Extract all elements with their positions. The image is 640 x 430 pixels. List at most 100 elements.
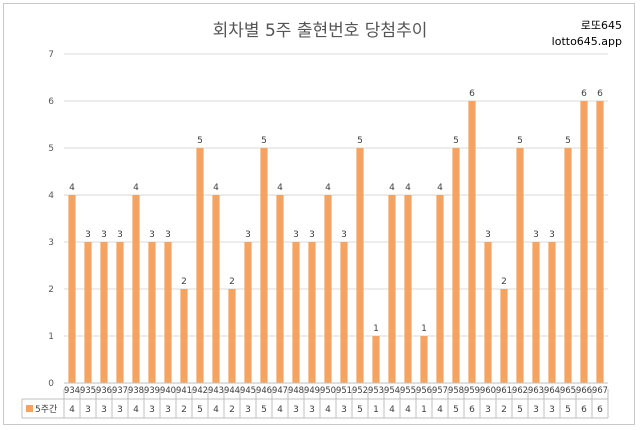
x-axis: 934 935 936 937 938 939 940 941 942 943 944 945 946 9… <box>64 386 608 396</box>
brand-label: 로또645 lotto645.app <box>552 18 622 50</box>
data-label: 6 <box>469 89 475 99</box>
bar <box>516 148 524 383</box>
x-tick-label: 964 <box>544 386 560 396</box>
y-tick-label: 7 <box>48 50 54 60</box>
x-tick-label: 955 <box>400 386 416 396</box>
bar <box>132 195 140 383</box>
table-value: 3 <box>149 405 155 415</box>
data-label: 4 <box>133 183 139 193</box>
bar <box>388 195 396 383</box>
table-value: 3 <box>485 405 491 415</box>
bar <box>372 336 380 383</box>
table-value: 4 <box>133 405 139 415</box>
table-value: 5 <box>261 405 267 415</box>
x-tick-label: 967 <box>592 386 608 396</box>
bar <box>148 242 156 383</box>
bar <box>404 195 412 383</box>
data-label: 2 <box>229 277 235 287</box>
x-tick-label: 965 <box>560 386 576 396</box>
data-label: 1 <box>421 324 427 334</box>
table-value: 3 <box>245 405 251 415</box>
x-tick-label: 940 <box>160 386 176 396</box>
bars <box>68 101 604 383</box>
table-value: 3 <box>165 405 171 415</box>
table-value: 3 <box>533 405 539 415</box>
table-value: 3 <box>341 405 347 415</box>
chart-frame <box>3 3 635 425</box>
table-value: 4 <box>325 405 331 415</box>
table-value: 6 <box>597 405 603 415</box>
table-value: 1 <box>373 405 379 415</box>
data-label: 4 <box>437 183 443 193</box>
data-label: 4 <box>389 183 395 193</box>
x-tick-label: 963 <box>528 386 544 396</box>
data-label: 5 <box>517 136 523 146</box>
data-label: 3 <box>341 230 347 240</box>
data-table: 5주간 4 3 3 3 4 3 3 2 5 4 2 3 5 4 3 3 4 3 5 1 4 4 1 4 5 6 3 2 5 3 3 5 6 6 <box>21 389 609 419</box>
data-label: 3 <box>309 230 315 240</box>
table-value: 3 <box>85 405 91 415</box>
table-value: 5 <box>453 405 459 415</box>
x-tick-label: 938 <box>128 386 144 396</box>
data-label: 4 <box>69 183 75 193</box>
table-value: 3 <box>101 405 107 415</box>
y-tick-label: 1 <box>48 332 54 342</box>
bar <box>468 101 476 383</box>
x-tick-label: 952 <box>352 386 368 396</box>
data-label: 3 <box>101 230 107 240</box>
bar <box>596 101 604 383</box>
data-label: 5 <box>197 136 203 146</box>
data-label: 1 <box>373 324 379 334</box>
x-tick-label: 962 <box>512 386 528 396</box>
table-value: 3 <box>309 405 315 415</box>
bar <box>452 148 460 383</box>
table-value: 1 <box>421 405 427 415</box>
bar <box>196 148 204 383</box>
x-tick-label: 943 <box>208 386 224 396</box>
data-label: 3 <box>485 230 491 240</box>
bar <box>484 242 492 383</box>
bar <box>500 289 508 383</box>
bar <box>276 195 284 383</box>
x-tick-label: 946 <box>256 386 272 396</box>
table-value: 4 <box>213 405 219 415</box>
table-value: 4 <box>389 405 395 415</box>
x-tick-label: 939 <box>144 386 160 396</box>
table-value: 4 <box>277 405 283 415</box>
y-tick-label: 4 <box>48 191 54 201</box>
bar <box>180 289 188 383</box>
legend-key <box>26 405 33 412</box>
y-tick-label: 3 <box>48 238 54 248</box>
bar <box>308 242 316 383</box>
y-tick-label: 5 <box>48 144 54 154</box>
data-label: 3 <box>549 230 555 240</box>
data-label: 5 <box>261 136 267 146</box>
bar <box>68 195 76 383</box>
x-tick-label: 961 <box>496 386 512 396</box>
table-value: 3 <box>117 405 123 415</box>
x-tick-label: 949 <box>304 386 320 396</box>
data-label: 4 <box>213 183 219 193</box>
brand-url: lotto645.app <box>551 35 622 48</box>
x-tick-label: 942 <box>192 386 208 396</box>
table-value: 5 <box>565 405 571 415</box>
table-value: 4 <box>405 405 411 415</box>
table-value: 4 <box>69 405 75 415</box>
bar <box>420 336 428 383</box>
bar <box>548 242 556 383</box>
bar <box>292 242 300 383</box>
bar <box>212 195 220 383</box>
data-label: 4 <box>277 183 283 193</box>
bar <box>84 242 92 383</box>
bar <box>564 148 572 383</box>
bar <box>532 242 540 383</box>
y-axis: 0 1 2 3 4 5 6 7 <box>48 50 608 389</box>
x-tick-label: 947 <box>272 386 288 396</box>
data-label: 3 <box>165 230 171 240</box>
brand-name: 로또645 <box>580 19 622 32</box>
x-tick-label: 948 <box>288 386 304 396</box>
data-label: 3 <box>245 230 251 240</box>
x-tick-label: 956 <box>416 386 432 396</box>
data-label: 3 <box>85 230 91 240</box>
x-tick-label: 937 <box>112 386 128 396</box>
